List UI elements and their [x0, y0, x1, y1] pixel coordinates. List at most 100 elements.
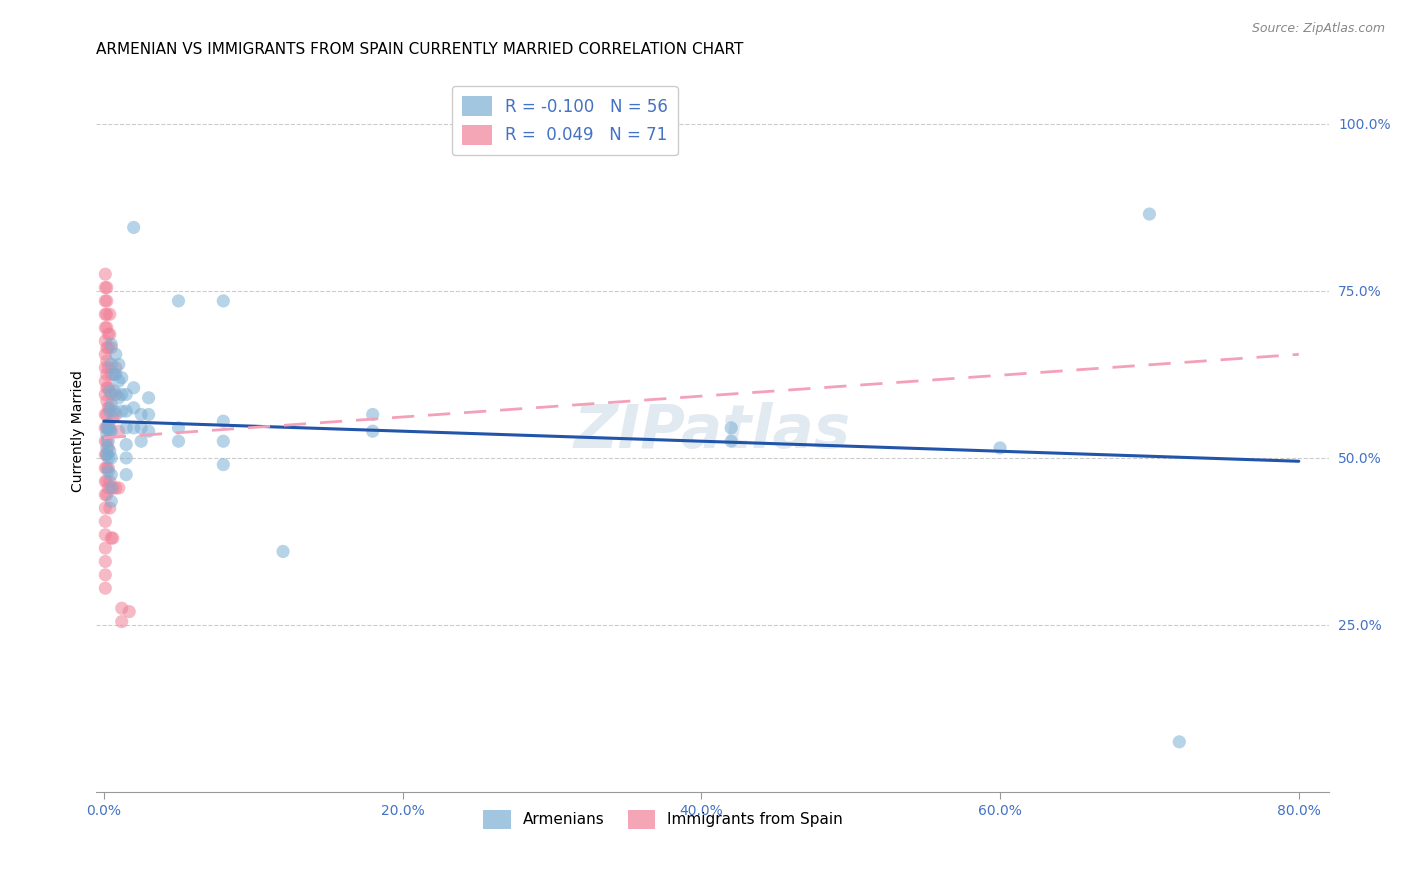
- Point: [111, 404, 134, 418]
- Point: [97, 421, 120, 435]
- Point: [96, 341, 118, 355]
- Point: [1139, 207, 1161, 221]
- Point: [97, 450, 120, 465]
- Point: [96, 381, 118, 395]
- Point: [97, 417, 120, 432]
- Point: [98, 327, 121, 342]
- Point: [129, 421, 152, 435]
- Point: [96, 448, 118, 462]
- Point: [98, 401, 121, 415]
- Point: [167, 434, 190, 449]
- Point: [94, 567, 117, 582]
- Point: [103, 384, 125, 398]
- Text: ZIPatlas: ZIPatlas: [574, 401, 851, 460]
- Point: [122, 381, 145, 395]
- Point: [107, 374, 129, 388]
- Point: [115, 404, 138, 418]
- Legend: Armenians, Immigrants from Spain: Armenians, Immigrants from Spain: [477, 804, 849, 835]
- Point: [167, 421, 190, 435]
- Point: [129, 434, 152, 449]
- Point: [107, 424, 129, 438]
- Point: [96, 293, 118, 308]
- Point: [94, 408, 117, 422]
- Point: [100, 531, 122, 545]
- Point: [107, 391, 129, 405]
- Point: [122, 421, 145, 435]
- Point: [101, 410, 124, 425]
- Point: [97, 464, 120, 478]
- Point: [98, 444, 121, 458]
- Point: [720, 434, 742, 449]
- Point: [129, 408, 152, 422]
- Point: [107, 481, 129, 495]
- Point: [100, 387, 122, 401]
- Point: [96, 307, 118, 321]
- Point: [94, 421, 117, 435]
- Point: [361, 424, 384, 438]
- Point: [115, 450, 138, 465]
- Point: [96, 320, 118, 334]
- Point: [101, 481, 124, 495]
- Point: [94, 581, 117, 595]
- Point: [100, 341, 122, 355]
- Point: [100, 494, 122, 508]
- Point: [167, 293, 190, 308]
- Point: [115, 387, 138, 401]
- Y-axis label: Currently Married: Currently Married: [72, 370, 86, 492]
- Point: [97, 360, 120, 375]
- Text: ARMENIAN VS IMMIGRANTS FROM SPAIN CURRENTLY MARRIED CORRELATION CHART: ARMENIAN VS IMMIGRANTS FROM SPAIN CURREN…: [97, 42, 744, 57]
- Point: [118, 605, 141, 619]
- Point: [100, 337, 122, 351]
- Point: [97, 381, 120, 395]
- Point: [97, 434, 120, 449]
- Point: [103, 404, 125, 418]
- Point: [100, 481, 122, 495]
- Point: [1168, 735, 1191, 749]
- Point: [94, 387, 117, 401]
- Point: [94, 488, 117, 502]
- Point: [100, 368, 122, 382]
- Point: [94, 293, 117, 308]
- Point: [720, 421, 742, 435]
- Point: [271, 544, 294, 558]
- Point: [96, 434, 118, 449]
- Point: [94, 475, 117, 489]
- Point: [94, 374, 117, 388]
- Point: [100, 424, 122, 438]
- Point: [94, 501, 117, 516]
- Point: [104, 368, 127, 382]
- Point: [111, 370, 134, 384]
- Point: [94, 461, 117, 475]
- Point: [100, 397, 122, 411]
- Point: [107, 358, 129, 372]
- Point: [101, 531, 124, 545]
- Point: [94, 347, 117, 361]
- Point: [98, 404, 121, 418]
- Point: [96, 408, 118, 422]
- Point: [94, 515, 117, 529]
- Point: [96, 427, 118, 442]
- Point: [988, 441, 1011, 455]
- Point: [212, 434, 235, 449]
- Point: [94, 448, 117, 462]
- Point: [100, 467, 122, 482]
- Text: Source: ZipAtlas.com: Source: ZipAtlas.com: [1251, 22, 1385, 36]
- Point: [104, 408, 127, 422]
- Point: [97, 401, 120, 415]
- Point: [96, 394, 118, 409]
- Point: [94, 541, 117, 555]
- Point: [94, 267, 117, 281]
- Point: [104, 347, 127, 361]
- Point: [122, 401, 145, 415]
- Point: [115, 467, 138, 482]
- Point: [94, 320, 117, 334]
- Point: [94, 434, 117, 449]
- Point: [100, 358, 122, 372]
- Point: [212, 458, 235, 472]
- Point: [111, 387, 134, 401]
- Point: [111, 615, 134, 629]
- Point: [96, 354, 118, 368]
- Point: [94, 280, 117, 294]
- Point: [104, 481, 127, 495]
- Point: [97, 461, 120, 475]
